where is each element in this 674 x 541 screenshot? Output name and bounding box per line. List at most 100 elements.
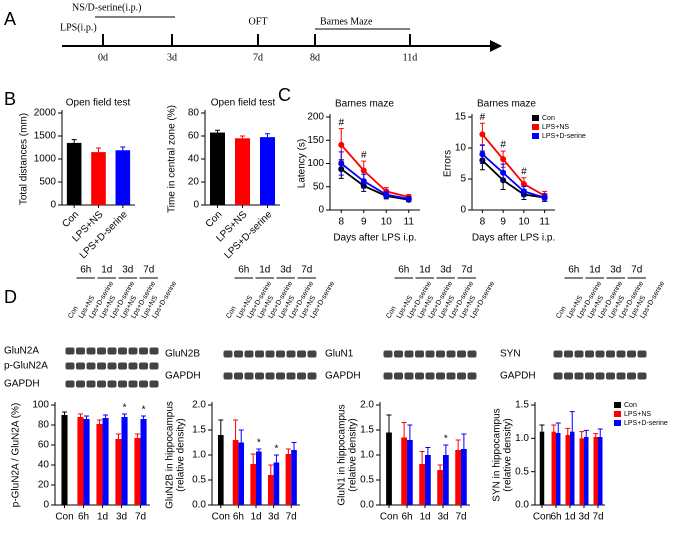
error-bar [285, 448, 291, 454]
error-bar [122, 413, 128, 417]
y-tick-label: 200 [307, 112, 324, 123]
bar [91, 152, 106, 205]
row-label: GAPDH [325, 371, 361, 382]
blot-band [255, 372, 264, 380]
time-label: 1d [589, 265, 600, 276]
legend-swatch [532, 124, 539, 130]
x-tick-label: 3d [268, 512, 279, 523]
y-axis-label: p-GluN2A / GluN2A (%) [11, 403, 22, 507]
x-tick-label: 7d [135, 512, 146, 523]
blot-band [65, 362, 75, 370]
point [405, 195, 412, 202]
y-tick-label: 1.0 [360, 450, 374, 461]
y-tick-label: 80 [38, 420, 50, 431]
time-label: 6h [398, 265, 409, 276]
bar [115, 439, 122, 505]
legend-label: LPS+D-serine [542, 133, 586, 140]
blot-band [86, 362, 96, 370]
blot-band [564, 350, 573, 358]
blot-band [118, 380, 127, 388]
time-label: 7d [143, 265, 154, 276]
row-label: GAPDH [500, 371, 536, 382]
bar [570, 431, 575, 505]
error-bar [565, 427, 571, 435]
error-bar [215, 129, 220, 133]
point [500, 169, 507, 176]
significance: # [500, 140, 506, 151]
blot-band [425, 372, 435, 380]
time-label: 3d [122, 265, 133, 276]
chart-title: Barnes maze [477, 99, 536, 110]
y-tick-label: 100 [32, 400, 49, 411]
legend-swatch [614, 402, 621, 408]
error-bar [425, 447, 431, 455]
time-label: 3d [610, 265, 621, 276]
blot-band [139, 347, 148, 355]
blot-band [97, 347, 106, 355]
x-tick-label: 3d [437, 512, 448, 523]
x-tick-label: Con [55, 512, 73, 523]
legend-swatch [532, 133, 539, 139]
x-tick-label: 6h [78, 512, 89, 523]
series-line [340, 162, 409, 200]
x-tick-label: 1d [250, 512, 261, 523]
bar [140, 419, 147, 505]
y-tick-label: 0.5 [192, 475, 206, 486]
blot-band [149, 362, 159, 370]
blot-band [436, 350, 445, 358]
y-axis-label: (relative density) [348, 418, 359, 491]
x-tick-label: Con [212, 512, 230, 523]
y-tick-label: 0 [318, 205, 324, 216]
point [479, 131, 486, 138]
blot-band [223, 372, 233, 380]
blot-band [383, 350, 393, 358]
y-tick-label: 1.0 [192, 450, 206, 461]
blot-band [276, 372, 285, 380]
y-axis-label: Time in central zone (%) [167, 105, 178, 213]
bar [238, 442, 245, 505]
blot-band [574, 350, 584, 358]
y-tick-label: 60 [188, 131, 200, 142]
blot-band [467, 350, 477, 358]
x-tick-label: 6h [401, 512, 412, 523]
x-tick-label: 11 [404, 217, 415, 228]
x-tick-label: 10 [518, 217, 530, 228]
error-bar [71, 139, 77, 143]
time-label: 1d [101, 265, 112, 276]
time-label: 7d [631, 265, 642, 276]
bar [256, 451, 262, 505]
error-bar [84, 415, 90, 419]
blot-band [244, 372, 254, 380]
error-bar [407, 424, 413, 440]
blot-band [107, 362, 117, 370]
bar [273, 462, 280, 505]
blot-band [128, 347, 138, 355]
blot-band [86, 380, 96, 388]
point [520, 180, 527, 187]
error-bar [386, 414, 392, 433]
blot-band [436, 372, 445, 380]
x-tick-label: 9 [500, 217, 506, 228]
error-bar [238, 429, 244, 443]
x-tick-label: Con [204, 209, 225, 230]
blot-band [149, 380, 159, 388]
y-axis-label: Total distances (mm) [19, 113, 30, 205]
legend-label: LPS+NS [542, 124, 569, 131]
error-bar [419, 451, 425, 464]
y-tick-label: 0 [193, 200, 199, 211]
x-tick-label: Con [380, 512, 398, 523]
y-tick-label: 10 [455, 143, 467, 154]
legend-swatch [532, 115, 539, 121]
y-tick-label: 60 [38, 440, 50, 451]
blot-band [307, 372, 317, 380]
series-line [481, 159, 545, 199]
x-tick-label: 7d [592, 512, 603, 523]
blot-band [595, 372, 605, 380]
legend-label: Con [624, 402, 637, 409]
bar [386, 432, 392, 505]
error-bar [268, 464, 274, 475]
series-line [340, 168, 409, 201]
time-label: 7d [301, 265, 312, 276]
row-label: GluN2A [4, 346, 39, 357]
